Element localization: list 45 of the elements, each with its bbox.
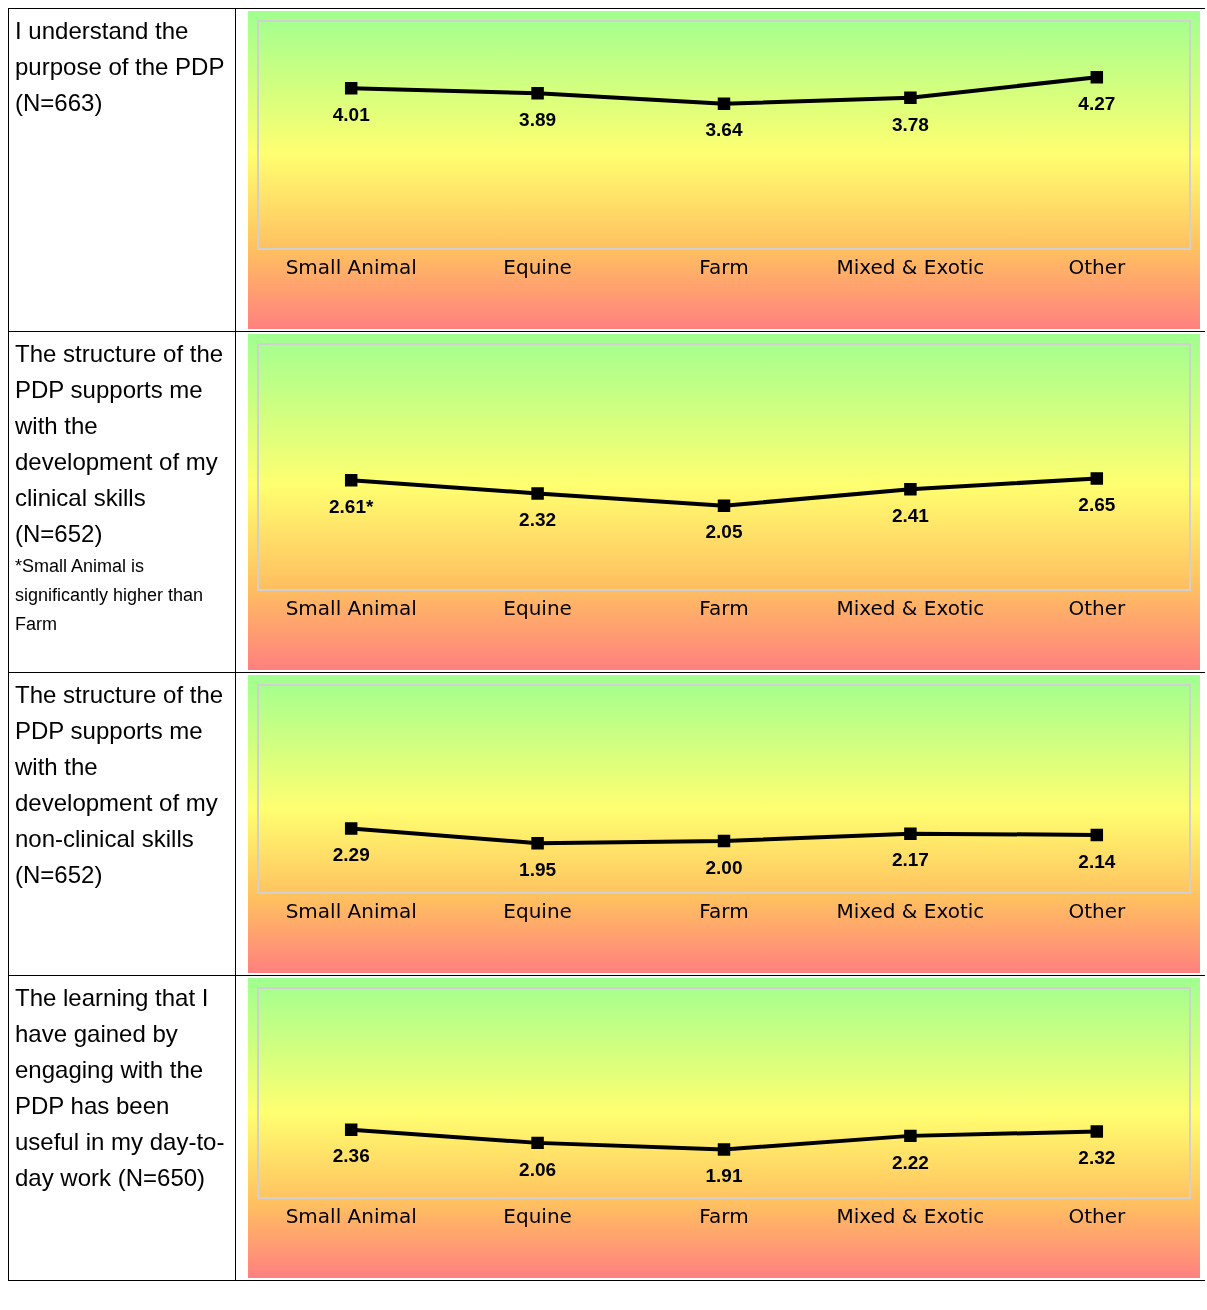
data-label: 3.64: [705, 119, 743, 141]
data-label: 2.06: [519, 1158, 557, 1180]
x-tick-label: Small Animal: [285, 596, 417, 621]
data-label: 2.05: [705, 521, 743, 543]
data-label: 2.61*: [329, 495, 374, 517]
x-tick-label: Farm: [699, 255, 749, 280]
data-label: 2.17: [891, 849, 929, 871]
x-tick-label: Other: [1068, 255, 1126, 280]
x-tick-label: Small Animal: [285, 1204, 417, 1229]
x-tick-label: Farm: [699, 899, 749, 924]
data-label: 2.00: [705, 856, 743, 878]
data-label: 2.41: [891, 505, 930, 527]
x-tick-label: Equine: [503, 596, 572, 621]
x-tick-label: Farm: [699, 596, 749, 621]
x-tick-label: Equine: [503, 255, 572, 280]
x-tick-label: Mixed & Exotic: [836, 596, 985, 621]
x-tick-label: Other: [1068, 596, 1126, 621]
x-tick-label: Mixed & Exotic: [836, 1204, 985, 1229]
x-tick-label: Equine: [503, 1204, 572, 1229]
data-label: 2.36: [332, 1145, 370, 1167]
x-tick-label: Other: [1068, 899, 1126, 924]
data-label: 1.91: [705, 1165, 743, 1187]
x-tick-label: Mixed & Exotic: [836, 255, 985, 280]
x-tick-label: Equine: [503, 899, 572, 924]
text: The structure of the PDP supports me with the development of my non-clinical skills (N=652): [15, 680, 225, 890]
text: *Small Animal is significantly higher than Farm: [15, 555, 205, 636]
x-tick-label: Farm: [699, 1204, 749, 1229]
data-label: 3.78: [891, 113, 929, 135]
text: The structure of the PDP supports me with the development of my clinical skills (N=652): [15, 339, 225, 549]
data-label: 2.32: [1078, 1147, 1116, 1169]
x-tick-label: Small Animal: [285, 255, 417, 280]
x-tick-label: Other: [1068, 1204, 1126, 1229]
data-label: 4.01: [332, 103, 371, 125]
data-label: 1.95: [519, 858, 557, 880]
data-label: 3.89: [519, 108, 557, 130]
text: I understand the purpose of the PDP (N=663): [15, 16, 226, 118]
data-label: 2.65: [1078, 494, 1116, 516]
data-label: 2.14: [1078, 850, 1116, 872]
x-tick-label: Mixed & Exotic: [836, 899, 985, 924]
text: The learning that I have gained by engaging with the PDP has been useful in my day-to-day work (N=650): [15, 983, 226, 1193]
data-label: 4.27: [1078, 92, 1116, 114]
x-tick-label: Small Animal: [285, 899, 417, 924]
data-label: 2.32: [519, 509, 557, 531]
data-label: 2.22: [891, 1151, 929, 1173]
data-label: 2.29: [332, 844, 370, 866]
